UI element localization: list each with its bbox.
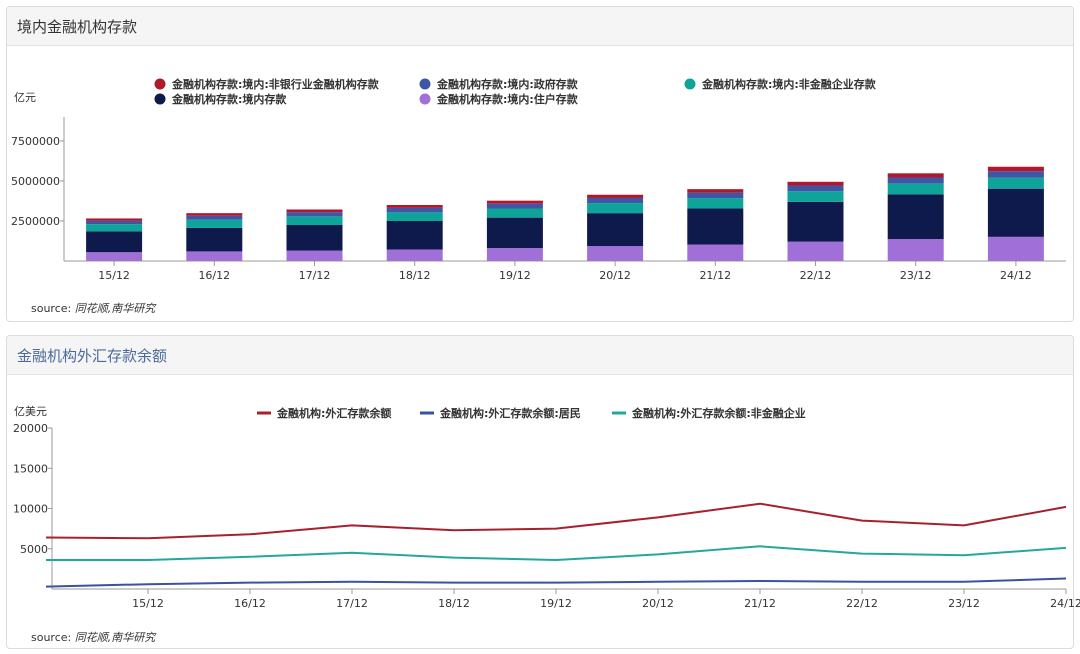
source-label: source: — [31, 631, 72, 644]
panel-fx-deposits: 金融机构外汇存款余额 source: 同花顺,南华研究 — [6, 335, 1074, 649]
source-note: source: 同花顺,南华研究 — [31, 300, 155, 316]
source-label: source: — [31, 302, 72, 315]
source-value: 同花顺,南华研究 — [74, 631, 156, 644]
panel-header: 境内金融机构存款 — [7, 7, 1073, 46]
source-value: 同花顺,南华研究 — [74, 302, 156, 315]
panel-header: 金融机构外汇存款余额 — [7, 336, 1073, 375]
panel-title: 金融机构外汇存款余额 — [17, 347, 168, 365]
panel-domestic-deposits: 境内金融机构存款 source: 同花顺,南华研究 — [6, 6, 1074, 322]
panel-title: 境内金融机构存款 — [17, 18, 138, 36]
source-note: source: 同花顺,南华研究 — [31, 629, 155, 645]
